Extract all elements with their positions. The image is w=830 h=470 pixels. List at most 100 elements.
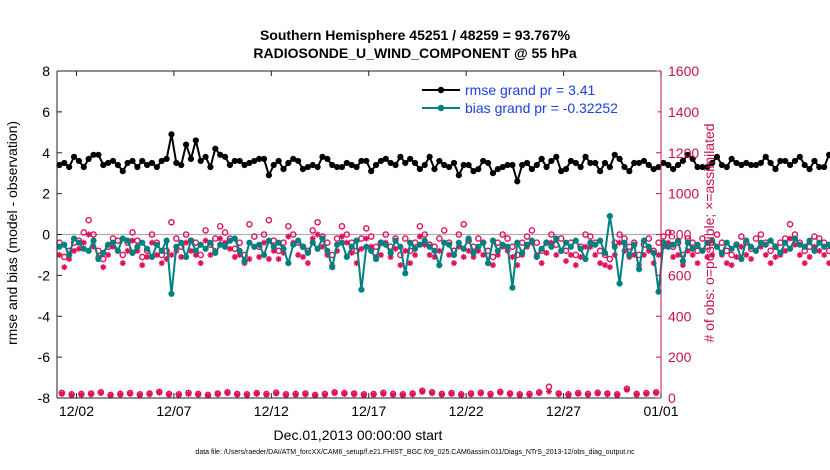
bias-point [616, 280, 623, 287]
assimilated-point [275, 256, 282, 263]
assimilated_bottom-point [507, 391, 513, 398]
bias-point [572, 237, 579, 244]
rmse-point [475, 166, 482, 173]
possible-point [401, 235, 409, 242]
bias-point [187, 237, 195, 244]
x-tick-label: 12/02 [59, 403, 94, 419]
rmse-point [148, 159, 156, 167]
bias-point [61, 241, 68, 248]
rmse-point [489, 170, 497, 177]
bias-point [543, 239, 550, 246]
rmse-point [280, 166, 287, 173]
rmse-point [392, 161, 399, 169]
possible-point [265, 216, 273, 224]
rmse-point [606, 163, 613, 171]
assimilated_bottom-point [380, 390, 387, 397]
possible-point [825, 247, 830, 255]
bias-point [655, 288, 662, 295]
assimilated_bottom-point [263, 391, 270, 398]
bias-point [767, 237, 774, 244]
plot-area [56, 71, 830, 399]
assimilated_bottom-point [458, 392, 465, 399]
assimilated-point [231, 253, 238, 260]
bias-point [626, 251, 633, 259]
rmse-point [597, 168, 604, 175]
assimilated-point [577, 253, 584, 260]
bias-point [90, 237, 97, 244]
rmse-point [368, 168, 375, 175]
rmse-point [582, 153, 589, 160]
rmse-point [168, 131, 175, 138]
possible-point [757, 231, 765, 238]
rmse-point [226, 161, 234, 169]
bias-point [816, 239, 823, 246]
possible-point [504, 235, 511, 242]
assimilated-point [119, 260, 126, 267]
y-tick-label-right: 400 [668, 308, 692, 324]
assimilated-point [319, 243, 326, 250]
possible-point [338, 223, 346, 230]
assimilated_bottom-point [156, 389, 163, 396]
assimilated-point [767, 260, 774, 267]
rmse-point [825, 151, 830, 158]
y-tick-label-right: 1200 [668, 145, 699, 161]
rmse-point [713, 153, 721, 160]
possible-point [738, 233, 745, 240]
assimilated_bottom-point [545, 388, 552, 395]
bias-point [752, 247, 760, 254]
bias-point [295, 237, 302, 244]
assimilated_bottom-point [341, 390, 348, 397]
possible-point [168, 218, 175, 226]
bias-point [606, 213, 613, 220]
rmse-point [523, 159, 531, 167]
assimilated_bottom-point [146, 391, 153, 398]
assimilated-point [158, 260, 165, 267]
assimilated_bottom-point [575, 390, 582, 397]
rmse-point [621, 163, 628, 171]
assimilated-point [572, 262, 579, 269]
assimilated-point [168, 251, 175, 258]
bias-point [558, 247, 565, 254]
possible-point [523, 233, 531, 240]
legend-marker [437, 86, 445, 94]
assimilated_bottom-series [58, 386, 660, 399]
rmse-point [791, 157, 799, 165]
assimilated_bottom-point [88, 391, 95, 398]
rmse-point [592, 159, 599, 167]
assimilated-point [782, 247, 789, 254]
bias-point [207, 239, 214, 246]
rmse-point [295, 157, 302, 165]
rmse-point [665, 161, 672, 169]
possible-point [767, 247, 774, 255]
assimilated_bottom-point [614, 392, 621, 399]
rmse-point [528, 166, 536, 173]
assimilated-point [597, 260, 604, 267]
possible-point [752, 235, 760, 242]
possible-point [421, 231, 429, 238]
assimilated-point [553, 251, 560, 258]
assimilated_bottom-point [195, 391, 202, 398]
rmse-point [197, 157, 204, 165]
assimilated-point [314, 231, 321, 238]
rmse-point [562, 166, 570, 173]
x-tick-label: 01/01 [643, 403, 678, 419]
possible-point [119, 251, 127, 259]
bias-point [825, 241, 830, 248]
rmse-point [402, 159, 409, 167]
possible-point [85, 216, 92, 224]
y-tick-label-left: 0 [42, 227, 50, 243]
bias-point [738, 255, 745, 263]
bias-point [178, 239, 185, 246]
bias-point [139, 239, 146, 246]
bias-point [358, 286, 365, 293]
bias-point [533, 253, 540, 261]
rmse-point [806, 166, 813, 173]
assimilated_bottom-point [633, 391, 640, 398]
rmse-point [363, 157, 370, 165]
bias-point [246, 239, 253, 246]
possible-point [129, 229, 136, 236]
rmse-point [275, 157, 282, 165]
rmse-point [411, 159, 419, 167]
rmse-point [757, 159, 764, 167]
